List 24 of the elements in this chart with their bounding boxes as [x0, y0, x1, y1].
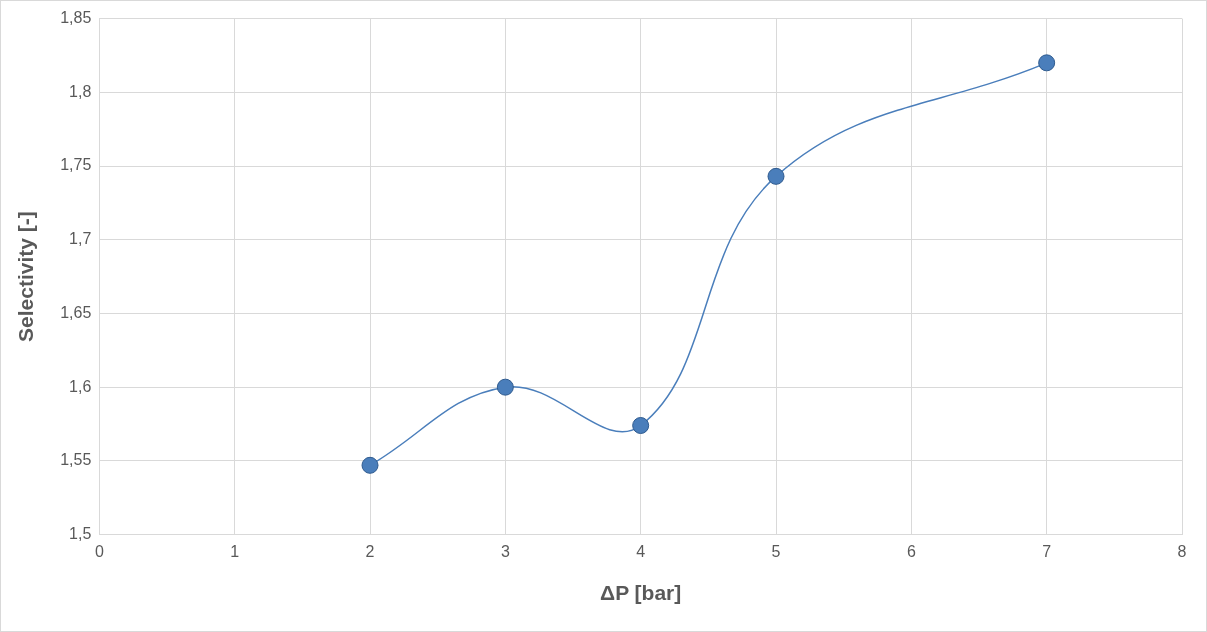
x-tick-label: 5	[771, 542, 781, 560]
x-tick-label: 4	[636, 542, 646, 560]
x-tick-label: 8	[1177, 542, 1187, 560]
x-axis-title: ΔP [bar]	[600, 581, 682, 605]
y-axis-title: Selectivity [-]	[14, 211, 38, 342]
x-tick-label: 6	[906, 542, 916, 560]
y-tick-label: 1,55	[60, 451, 92, 469]
y-tick-label: 1,7	[69, 230, 92, 248]
x-tick-label: 3	[500, 542, 510, 560]
y-tick-label: 1,85	[60, 9, 92, 27]
point	[361, 456, 379, 474]
point	[496, 378, 514, 396]
x-tick-label: 0	[94, 542, 104, 560]
point	[632, 417, 650, 434]
x-tick-label: 7	[1042, 542, 1052, 560]
y-tick-label: 1,75	[60, 156, 92, 174]
y-tick-label: 1,65	[60, 303, 92, 321]
x-tick-label: 2	[365, 542, 375, 560]
y-tick-label: 1,6	[69, 377, 92, 395]
point	[1038, 54, 1056, 72]
x-tick-label: 1	[230, 542, 240, 560]
y-tick-label: 1,5	[69, 525, 92, 543]
y-tick-label: 1,8	[69, 82, 92, 100]
point	[767, 167, 785, 185]
